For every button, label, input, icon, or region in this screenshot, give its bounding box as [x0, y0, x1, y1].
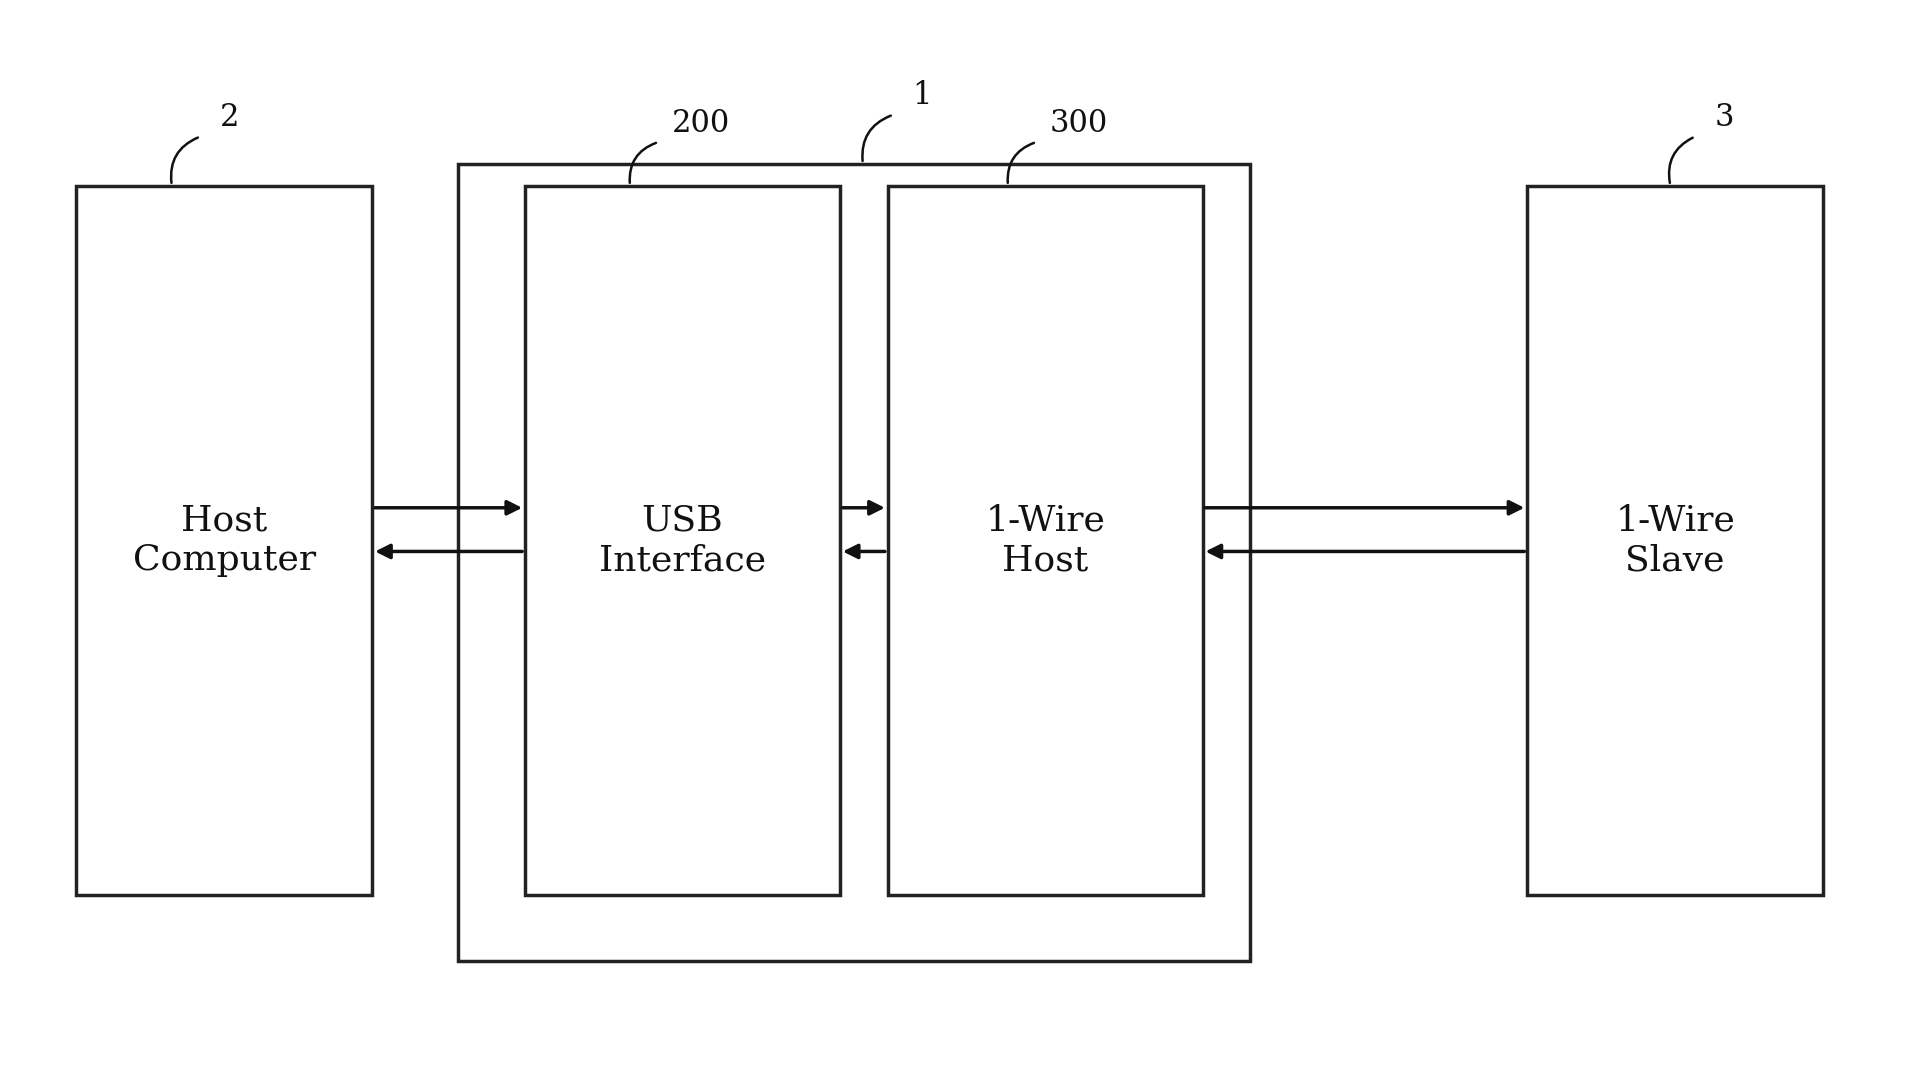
- Text: 200: 200: [672, 108, 731, 139]
- Text: USB
Interface: USB Interface: [599, 503, 766, 578]
- Text: 300: 300: [1050, 108, 1109, 139]
- Bar: [888, 186, 1203, 895]
- Bar: [1527, 186, 1823, 895]
- Bar: [525, 186, 840, 895]
- Text: 1-Wire
Slave: 1-Wire Slave: [1615, 503, 1735, 578]
- Bar: [458, 164, 1250, 961]
- Text: 3: 3: [1714, 103, 1733, 133]
- Bar: [76, 186, 372, 895]
- Text: 1-Wire
Host: 1-Wire Host: [985, 503, 1105, 578]
- Text: 2: 2: [220, 103, 239, 133]
- Text: Host
Computer: Host Computer: [134, 503, 315, 578]
- Text: 1: 1: [913, 81, 932, 111]
